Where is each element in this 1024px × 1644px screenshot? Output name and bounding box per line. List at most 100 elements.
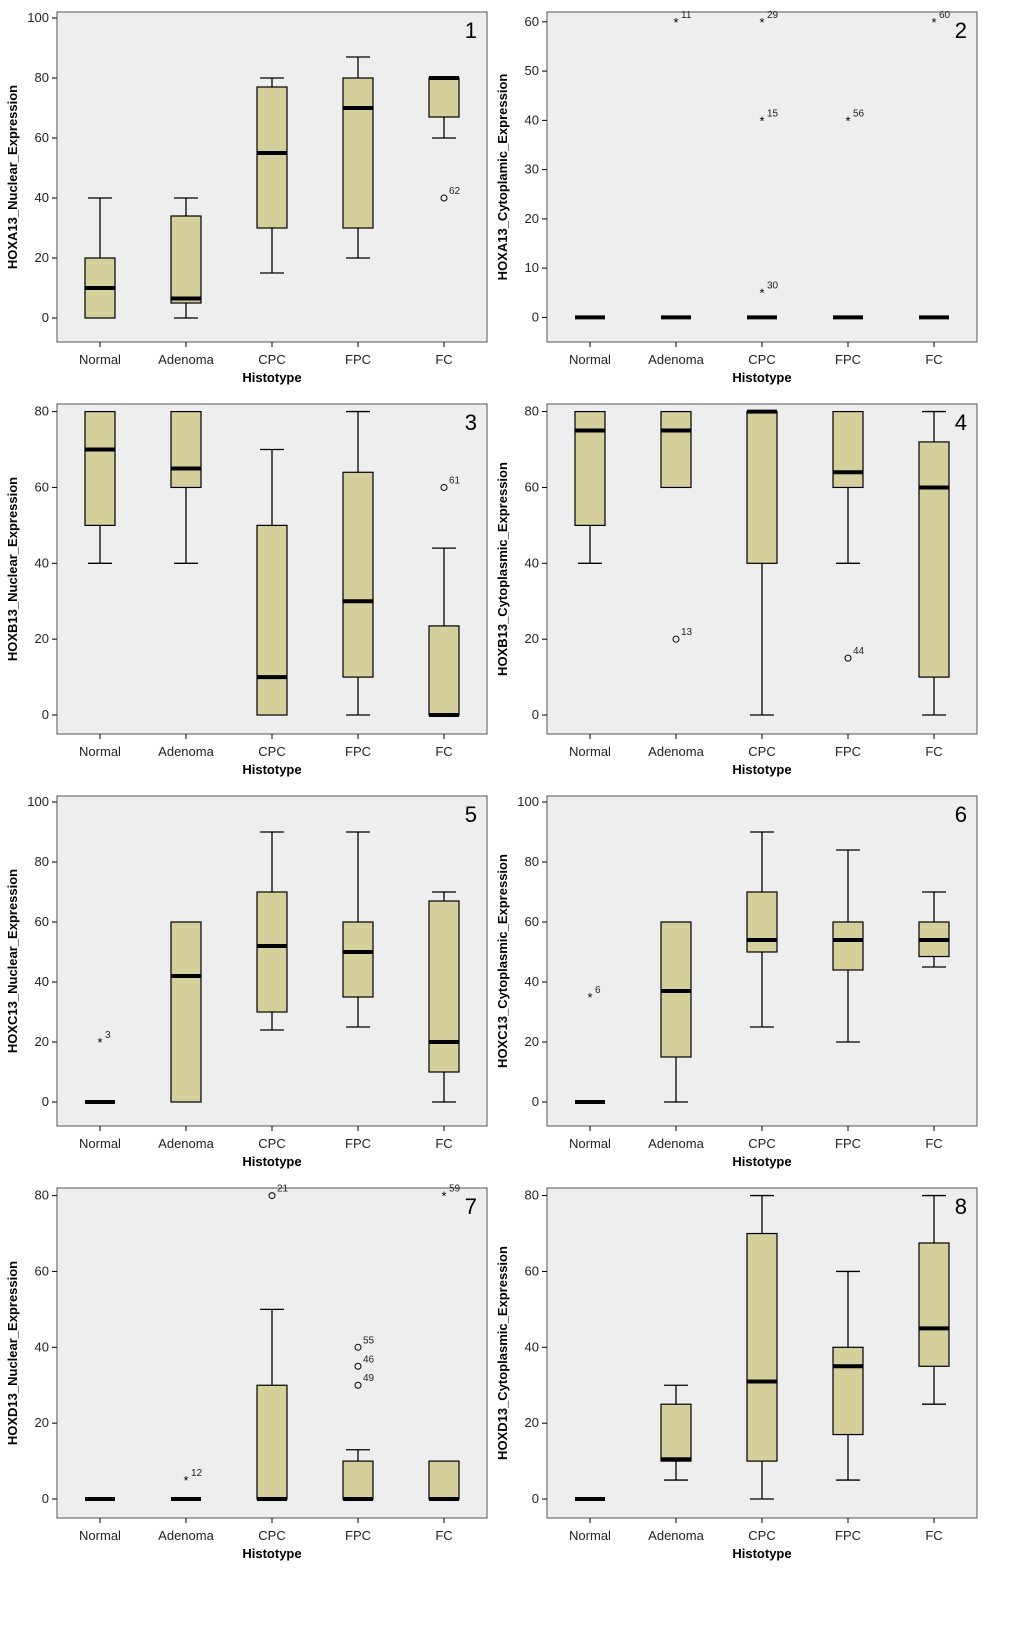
x-category-label: FPC <box>345 352 371 367</box>
box-fc: 61 <box>428 475 461 718</box>
iqr-box <box>832 1346 864 1436</box>
x-category-label: CPC <box>748 1528 775 1543</box>
x-category-label: FPC <box>835 744 861 759</box>
y-axis-title: HOXC13_Nuclear_Expression <box>5 869 20 1053</box>
outlier-label: 15 <box>767 108 779 119</box>
chart-svg: 0 20 40 60 80 100 Normal Adenoma CPC FPC FC Histoty… <box>5 794 488 1169</box>
x-category-label: CPC <box>258 744 285 759</box>
box-fc <box>918 1194 950 1405</box>
outlier-star: * <box>845 113 850 128</box>
y-axis-title: HOXC13_Cytoplasmic_Expression <box>495 854 510 1068</box>
outlier-circle <box>672 635 680 643</box>
x-category-label: Normal <box>569 352 611 367</box>
y-tick-label: 40 <box>525 1339 539 1354</box>
x-axis-title: Histotype <box>732 1546 791 1561</box>
outlier-label: 21 <box>277 1184 289 1195</box>
iqr-box <box>342 77 374 229</box>
y-axis-title: HOXA13_Nuclear_Expression <box>5 85 20 269</box>
x-category-label: CPC <box>258 1528 285 1543</box>
x-category-label: CPC <box>258 352 285 367</box>
outlier-circle <box>440 194 448 202</box>
iqr-box <box>256 1384 288 1500</box>
box-adenoma <box>170 921 202 1103</box>
y-tick-label: 40 <box>35 555 49 570</box>
outlier-label: 49 <box>363 1373 375 1384</box>
box-fc <box>918 891 950 968</box>
x-category-label: Adenoma <box>648 1528 704 1543</box>
x-axis-title: Histotype <box>732 1154 791 1169</box>
iqr-box <box>84 410 116 526</box>
y-tick-label: 100 <box>27 10 49 25</box>
iqr-box <box>746 891 778 953</box>
outlier-star: * <box>183 1473 188 1488</box>
x-category-label: CPC <box>748 744 775 759</box>
y-tick-label: 80 <box>35 1188 49 1203</box>
box-fc <box>428 891 460 1103</box>
y-tick-label: 20 <box>525 211 539 226</box>
box-cpc <box>746 831 778 1028</box>
box-normal <box>84 410 116 564</box>
outlier-star: * <box>759 113 764 128</box>
boxplot-panel-2: 0 10 20 30 40 50 60 Normal Adenoma CPC FPC FC Histot… <box>490 0 980 392</box>
y-axis-title: HOXA13_Cytoplamic_Expression <box>495 74 510 281</box>
y-tick-label: 80 <box>525 1188 539 1203</box>
box-fpc: 44 <box>832 410 865 662</box>
boxplot-panel-5: 0 20 40 60 80 100 Normal Adenoma CPC FPC FC Histoty… <box>0 784 490 1176</box>
box-normal <box>574 410 606 564</box>
outlier-label: 11 <box>681 10 692 21</box>
x-category-label: Adenoma <box>158 1136 214 1151</box>
outlier-circle <box>354 1362 362 1370</box>
x-category-label: Adenoma <box>158 744 214 759</box>
y-tick-label: 80 <box>35 70 49 85</box>
y-tick-label: 40 <box>35 974 49 989</box>
box-fc: 62 <box>428 76 461 202</box>
box-adenoma: * 12 <box>171 1468 203 1502</box>
box-adenoma <box>170 197 202 319</box>
boxplot-panel-1: 0 20 40 60 80 100 Normal Adenoma CPC FPC FC Histoty… <box>0 0 490 392</box>
box-normal <box>84 197 116 319</box>
y-tick-label: 40 <box>35 190 49 205</box>
box-cpc: 21 <box>256 1184 289 1502</box>
x-category-label: FPC <box>835 1528 861 1543</box>
outlier-star: * <box>759 286 764 301</box>
iqr-box <box>428 625 460 716</box>
x-category-label: FC <box>435 352 452 367</box>
outlier-label: 12 <box>191 1468 203 1479</box>
box-cpc <box>256 448 288 716</box>
outlier-label: 59 <box>449 1184 461 1195</box>
y-tick-label: 0 <box>532 309 539 324</box>
panel-number: 1 <box>465 18 477 43</box>
box-adenoma: 13 <box>660 410 693 643</box>
y-tick-label: 20 <box>35 250 49 265</box>
iqr-box <box>832 410 864 489</box>
box-fpc <box>832 849 864 1043</box>
boxplot-panel-8: 0 20 40 60 80 Normal Adenoma CPC FPC FC Histotype H… <box>490 1176 980 1568</box>
outlier-star: * <box>673 15 678 30</box>
y-tick-label: 100 <box>517 794 539 809</box>
box-fpc <box>342 831 374 1028</box>
y-tick-label: 20 <box>525 631 539 646</box>
box-adenoma <box>170 410 202 564</box>
y-tick-label: 0 <box>42 1094 49 1109</box>
box-normal: * 3 <box>85 1030 115 1104</box>
x-category-label: Adenoma <box>648 352 704 367</box>
box-cpc <box>746 409 778 716</box>
panel-number: 6 <box>955 802 967 827</box>
x-category-label: FPC <box>835 352 861 367</box>
outlier-star: * <box>587 990 592 1005</box>
boxplot-panel-7: 0 20 40 60 80 Normal Adenoma CPC FPC FC Histotype H… <box>0 1176 490 1568</box>
x-category-label: Normal <box>569 1136 611 1151</box>
y-axis-title: HOXB13_Nuclear_Expression <box>5 477 20 661</box>
x-category-label: Normal <box>79 352 121 367</box>
x-category-label: Adenoma <box>648 744 704 759</box>
panel-number: 2 <box>955 18 967 43</box>
x-category-label: Normal <box>79 1136 121 1151</box>
x-category-label: FC <box>925 1528 942 1543</box>
y-tick-label: 60 <box>525 479 539 494</box>
outlier-circle <box>440 483 448 491</box>
y-tick-label: 60 <box>35 1263 49 1278</box>
y-axis-title: HOXD13_Nuclear_Expression <box>5 1261 20 1445</box>
iqr-box <box>342 921 374 998</box>
y-tick-label: 20 <box>525 1415 539 1430</box>
